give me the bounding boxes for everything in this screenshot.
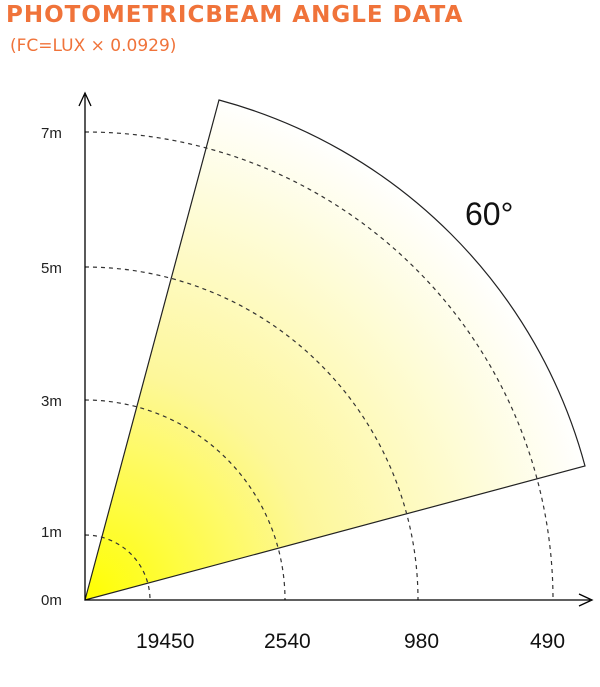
distance-label-5m: 5m <box>41 260 62 277</box>
distance-arc-7m <box>84 131 554 601</box>
beam-angle-label: 60° <box>465 196 513 232</box>
beam-cone <box>84 99 586 601</box>
page-subtitle: (FC=LUX × 0.0929) <box>10 36 177 56</box>
distance-label-3m: 3m <box>41 393 62 410</box>
page-title: PHOTOMETRICBEAM ANGLE DATA <box>6 2 464 28</box>
distance-label-0m: 0m <box>41 592 62 609</box>
lux-value-3m: 2540 <box>264 630 311 653</box>
lux-value-7m: 490 <box>530 630 565 653</box>
distance-arc-1m <box>84 534 151 601</box>
distance-label-7m: 7m <box>41 125 62 142</box>
distance-label-1m: 1m <box>41 524 62 541</box>
lux-value-5m: 980 <box>404 630 439 653</box>
vertical-axis-arrow-icon <box>78 91 92 107</box>
lux-value-1m: 19450 <box>136 630 194 653</box>
horizontal-axis-arrow-icon <box>578 593 594 607</box>
